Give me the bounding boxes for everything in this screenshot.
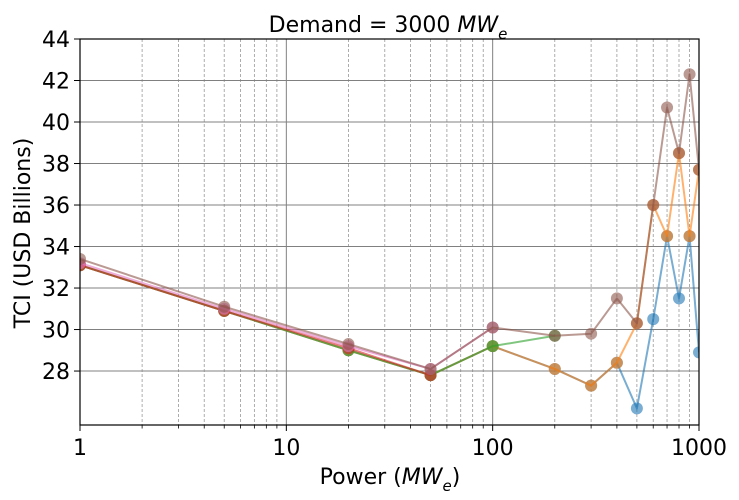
data-point	[673, 147, 685, 160]
data-point	[80, 252, 86, 265]
data-point	[424, 362, 437, 375]
data-point	[630, 317, 643, 330]
data-point	[548, 362, 561, 375]
data-point	[342, 338, 355, 351]
y-axis-label: TCI (USD Billions)	[11, 138, 36, 330]
data-point	[683, 68, 696, 81]
x-tick-label: 1000	[671, 436, 727, 461]
y-tick-label: 28	[42, 360, 70, 385]
data-point	[486, 321, 499, 334]
data-point	[673, 292, 685, 305]
x-axis-label: Power (MWe)	[320, 465, 461, 495]
data-point	[585, 379, 598, 392]
series-line	[80, 152, 699, 387]
data-point	[218, 300, 231, 313]
data-point	[647, 199, 660, 212]
data-point	[610, 292, 623, 305]
series-2	[80, 147, 699, 392]
y-tick-label: 40	[42, 111, 70, 136]
y-tick-label: 32	[42, 277, 70, 302]
y-tick-label: 38	[42, 153, 70, 178]
y-tick-label: 30	[42, 319, 70, 344]
data-point	[647, 313, 660, 326]
data-point	[585, 327, 598, 340]
series-layer	[80, 68, 699, 415]
series-3	[80, 259, 561, 382]
data-point	[630, 402, 643, 415]
y-tick-label: 42	[42, 70, 70, 95]
data-point	[486, 340, 499, 353]
series-1	[80, 230, 699, 415]
data-point	[548, 329, 561, 342]
series-line	[80, 264, 431, 377]
y-tick-label: 36	[42, 194, 70, 219]
data-point	[683, 230, 696, 243]
data-point	[693, 346, 699, 359]
x-ticks: 1 10 100 1000	[73, 425, 727, 461]
chart-title: Demand = 3000 MWe	[269, 13, 508, 43]
y-ticks: 28 30 32 34 36 38 40 42 44	[42, 28, 80, 385]
x-tick-label: 100	[472, 436, 514, 461]
y-tick-label: 34	[42, 236, 70, 261]
major-grid	[79, 38, 700, 425]
x-tick-label: 1	[73, 436, 87, 461]
series-line	[80, 73, 699, 370]
data-point	[693, 163, 699, 176]
series-line	[80, 235, 699, 410]
minor-grid	[141, 39, 690, 425]
plot-frame	[79, 38, 700, 426]
data-point	[661, 230, 674, 243]
x-tick-label: 10	[272, 436, 300, 461]
data-point	[610, 356, 623, 369]
y-tick-label: 44	[42, 28, 70, 53]
series-6	[80, 68, 699, 375]
data-point	[661, 101, 674, 114]
